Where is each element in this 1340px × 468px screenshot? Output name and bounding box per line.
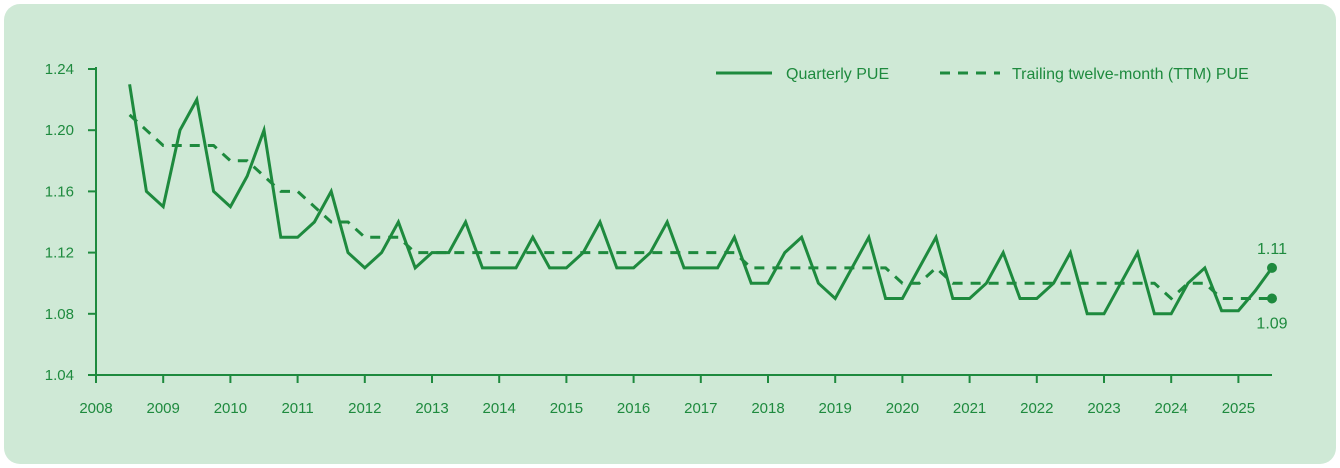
end-label-quarterly: 1.11 — [1257, 241, 1287, 258]
x-tick-label: 2008 — [79, 400, 112, 417]
x-tick-label: 2022 — [1020, 400, 1053, 417]
y-tick-label: 1.04 — [45, 367, 74, 384]
end-point-quarterly — [1267, 262, 1277, 273]
legend-label-ttm: Trailing twelve-month (TTM) PUE — [1012, 66, 1249, 83]
x-tick-label: 2016 — [617, 400, 650, 417]
x-tick-label: 2023 — [1087, 400, 1120, 417]
x-tick-label: 2009 — [147, 400, 180, 417]
y-tick-label: 1.12 — [45, 245, 74, 262]
x-tick-label: 2024 — [1155, 400, 1188, 417]
x-tick-label: 2013 — [415, 400, 448, 417]
x-tick-label: 2014 — [483, 400, 516, 417]
axes: 1.04 1.08 1.12 1.16 1.20 1.24 2008 2009 2010 2011… — [45, 61, 1272, 417]
y-tick-label: 1.24 — [45, 61, 74, 78]
x-tick-label: 2025 — [1222, 400, 1255, 417]
x-tick-label: 2012 — [348, 400, 381, 417]
x-tick-label: 2021 — [953, 400, 986, 417]
x-tick-label: 2010 — [214, 400, 247, 417]
series-line-quarterly — [128, 84, 1274, 316]
x-tick-label: 2018 — [751, 400, 784, 417]
y-tick-label: 1.08 — [45, 306, 74, 323]
end-point-ttm — [1267, 293, 1277, 304]
x-tick-label: 2017 — [684, 400, 717, 417]
y-tick-label: 1.20 — [45, 122, 74, 139]
legend-label-quarterly: Quarterly PUE — [786, 66, 889, 83]
x-tick-label: 2015 — [550, 400, 583, 417]
y-tick-label: 1.16 — [45, 183, 74, 200]
x-tick-label: 2020 — [886, 400, 919, 417]
legend: Quarterly PUE Trailing twelve-month (TTM… — [716, 66, 1249, 83]
series-line-ttm — [128, 113, 1272, 301]
x-tick-label: 2011 — [281, 400, 313, 417]
x-tick-label: 2019 — [819, 400, 852, 417]
series-layer: 1.11 1.09 — [128, 84, 1288, 333]
end-label-ttm: 1.09 — [1256, 316, 1287, 333]
